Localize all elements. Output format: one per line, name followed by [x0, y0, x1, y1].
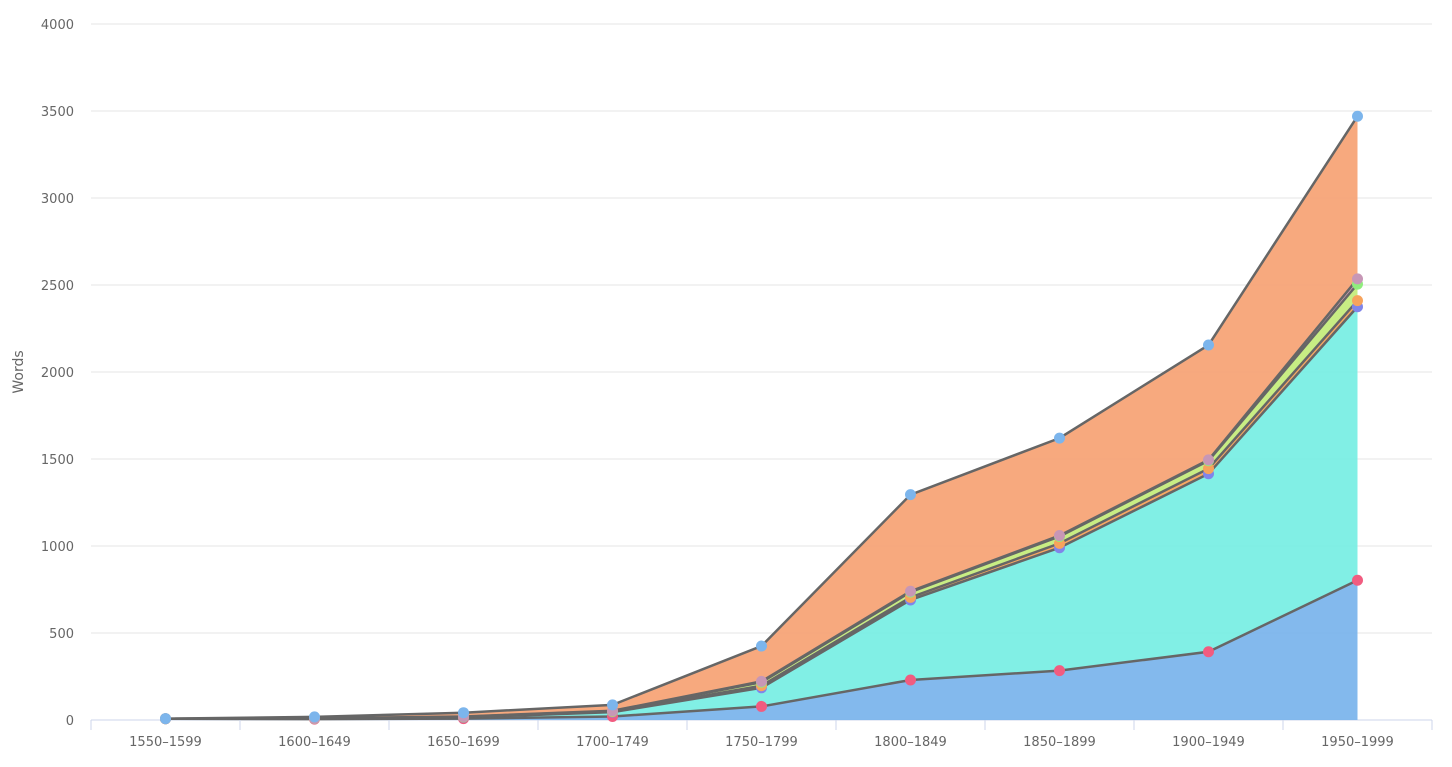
- x-tick-label: 1900–1949: [1172, 735, 1245, 750]
- data-point-series-6[interactable]: [905, 489, 916, 501]
- y-axis-ticks: 0 500 1000 1500 2000 2500 3000 3500 4000: [41, 18, 74, 729]
- data-point-series-6[interactable]: [1203, 339, 1214, 351]
- y-tick-label: 3500: [41, 105, 74, 120]
- data-point-series-6[interactable]: [1352, 110, 1363, 122]
- y-tick-label: 0: [66, 714, 74, 729]
- x-tick-label: 1650–1699: [427, 735, 500, 750]
- data-point-series-5[interactable]: [756, 675, 767, 687]
- x-tick-label: 1550–1599: [129, 735, 202, 750]
- area-layers: [165, 115, 1359, 721]
- y-tick-label: 4000: [41, 18, 74, 33]
- data-point-series-5[interactable]: [1352, 273, 1363, 285]
- data-point-series-6[interactable]: [309, 711, 320, 723]
- data-point-series-3[interactable]: [1352, 295, 1363, 307]
- y-tick-label: 3000: [41, 192, 74, 207]
- y-tick-label: 1500: [41, 453, 74, 468]
- x-tick-label: 1700–1749: [576, 735, 649, 750]
- data-point-series-1[interactable]: [1352, 574, 1363, 586]
- data-point-series-6[interactable]: [1054, 432, 1065, 444]
- grid-lines: [91, 23, 1432, 721]
- area-series-2: [165, 306, 1358, 720]
- data-point-series-5[interactable]: [1203, 454, 1214, 466]
- area-series-6: [165, 116, 1358, 719]
- data-point-series-6[interactable]: [160, 713, 171, 725]
- y-tick-label: 2000: [41, 366, 74, 381]
- y-tick-label: 1000: [41, 540, 74, 555]
- x-tick-label: 1950–1999: [1321, 735, 1394, 750]
- y-tick-label: 500: [49, 627, 74, 642]
- x-axis-ticks: 1550–1599 1600–1649 1650–1699 1700–1749 1750…: [90, 720, 1433, 750]
- x-tick-label: 1850–1899: [1023, 735, 1096, 750]
- data-markers: [160, 110, 1363, 725]
- x-tick-label: 1800–1849: [874, 735, 947, 750]
- data-point-series-6[interactable]: [756, 640, 767, 652]
- data-point-series-3[interactable]: [1203, 463, 1214, 475]
- data-point-series-6[interactable]: [607, 699, 618, 711]
- x-tick-label: 1600–1649: [278, 735, 351, 750]
- y-axis-label: Words: [11, 350, 27, 393]
- data-point-series-1[interactable]: [905, 674, 916, 686]
- data-point-series-5[interactable]: [905, 585, 916, 597]
- data-point-series-6[interactable]: [458, 707, 469, 719]
- x-tick-label: 1750–1799: [725, 735, 798, 750]
- y-tick-label: 2500: [41, 279, 74, 294]
- data-point-series-1[interactable]: [1203, 646, 1214, 658]
- data-point-series-1[interactable]: [1054, 665, 1065, 677]
- area-series-1: [165, 580, 1358, 720]
- data-point-series-1[interactable]: [756, 700, 767, 712]
- data-point-series-5[interactable]: [1054, 530, 1065, 542]
